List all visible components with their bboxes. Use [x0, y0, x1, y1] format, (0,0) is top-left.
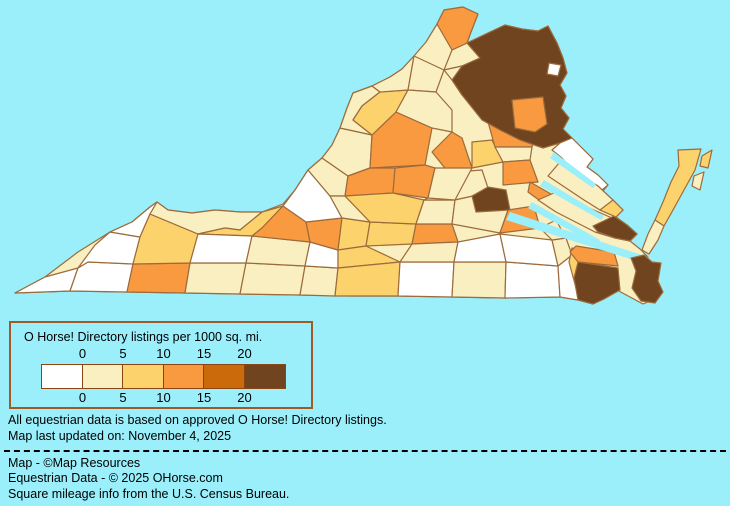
region-roanoke	[337, 217, 371, 251]
region-chesapeake-city	[573, 261, 621, 305]
region-washington	[126, 262, 191, 294]
legend-color-bar	[41, 364, 286, 389]
rappahannock-river	[550, 152, 596, 188]
dashed-separator	[4, 450, 726, 452]
legend-tick-label: 10	[156, 390, 171, 405]
footer-last-updated: Map last updated on: November 4, 2025	[8, 429, 232, 443]
region-frederick	[436, 6, 479, 51]
legend-tick-label: 20	[237, 390, 252, 405]
region-carroll	[299, 265, 339, 297]
footer-data-credit: Equestrian Data - © 2025 OHorse.com	[8, 471, 223, 485]
legend-ticks-top: 0 5 10 15 20	[11, 346, 311, 361]
region-campbell	[411, 223, 459, 245]
james-river	[506, 212, 648, 263]
region-virginia-beach	[630, 254, 664, 304]
region-halifax	[451, 261, 507, 299]
region-smyth	[184, 262, 247, 295]
region-hanover	[502, 159, 539, 186]
region-northampton	[641, 219, 665, 255]
region-henry	[334, 261, 401, 297]
legend-swatch	[163, 365, 204, 388]
region-pittsylvania	[397, 261, 455, 298]
footer-data-disclaimer: All equestrian data is based on approved…	[8, 413, 387, 427]
region-stafford	[511, 96, 548, 133]
legend-box: O Horse! Directory listings per 1000 sq.…	[9, 321, 313, 409]
region-madison	[395, 89, 453, 133]
legend-tick-label: 0	[78, 390, 87, 405]
region-smyth-north	[189, 233, 253, 264]
legend-swatch	[42, 365, 83, 388]
region-arlington	[546, 62, 562, 77]
region-grayson	[239, 262, 306, 296]
legend-swatch	[204, 365, 245, 388]
legend-tick-label: 10	[156, 346, 171, 361]
legend-tick-label: 5	[119, 346, 127, 361]
region-island-south	[691, 171, 705, 191]
legend-tick-label: 20	[237, 346, 252, 361]
legend-swatch	[123, 365, 164, 388]
region-nelson	[392, 164, 436, 199]
region-mecklenburg	[504, 261, 561, 299]
legend-tick-label: 5	[119, 390, 127, 405]
footer-map-credit: Map - ©Map Resources	[8, 456, 141, 470]
legend-title: O Horse! Directory listings per 1000 sq.…	[24, 330, 263, 344]
region-richmond-city	[471, 186, 511, 213]
legend-tick-label: 15	[196, 390, 212, 405]
legend-swatch	[244, 365, 285, 388]
region-bedford	[365, 221, 417, 247]
region-island-north	[699, 149, 713, 169]
legend-tick-label: 0	[78, 346, 87, 361]
legend-tick-label: 15	[196, 346, 212, 361]
region-lee	[14, 267, 79, 294]
york-river	[540, 180, 604, 220]
region-shenandoah	[371, 55, 415, 93]
pamunkey-river	[528, 202, 600, 245]
region-gloucester	[599, 199, 624, 218]
legend-ticks-bottom: 0 5 10 15 20	[11, 390, 311, 405]
footer-census-credit: Square mileage info from the U.S. Census…	[8, 487, 290, 501]
legend-swatch	[82, 365, 123, 388]
